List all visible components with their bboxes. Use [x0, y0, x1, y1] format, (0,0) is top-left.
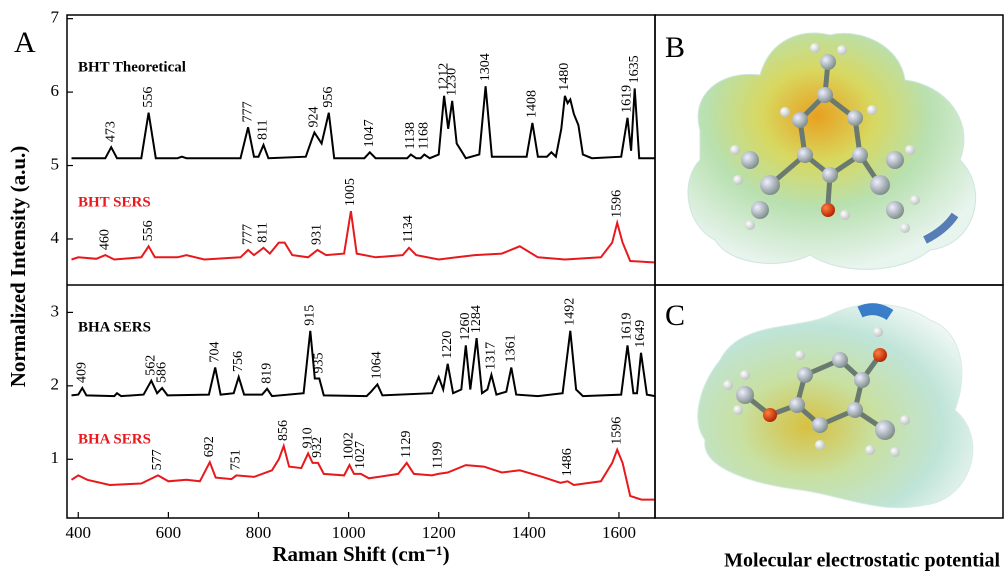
peak-label: 924: [307, 106, 322, 127]
x-tick-label: 1200: [422, 523, 456, 542]
caption: Molecular electrostatic potential: [724, 550, 1000, 572]
x-axis-label: Raman Shift (cm⁻¹): [272, 542, 449, 566]
panel-label: B: [665, 31, 685, 64]
molecule-c: [698, 304, 973, 507]
plot-area: 400 600 800 1000 1200 1400 1600 1 2 3 4 5 6 7 Raman Sh…: [6, 8, 655, 566]
x-tick-label: 1000: [332, 523, 366, 542]
peak-label: 1129: [399, 430, 414, 457]
peak-label: 1134: [401, 215, 416, 242]
peak-label: 1596: [609, 190, 624, 218]
molecule-b: [688, 33, 976, 269]
peak-label: 756: [231, 351, 246, 372]
peak-label: 473: [103, 121, 118, 142]
y-tick-label: 4: [51, 228, 60, 247]
peak-label: 1635: [627, 55, 642, 83]
peak-label: 932: [310, 437, 325, 458]
peak-label: 1408: [525, 90, 540, 118]
peak-label: 751: [229, 449, 244, 470]
x-tick-label: 1600: [602, 523, 636, 542]
peak-label: 1492: [563, 298, 578, 326]
peak-label: 856: [276, 420, 291, 441]
peak-label: 1317: [484, 342, 499, 370]
panel-label: C: [665, 299, 685, 332]
peak-label: 556: [141, 87, 156, 108]
peak-label: 1284: [469, 305, 484, 333]
y-tick-label: 6: [51, 81, 60, 100]
peak-label: 956: [321, 87, 336, 108]
peak-label: 1027: [353, 441, 368, 469]
peak-label: 1064: [370, 351, 385, 379]
y-tick-label: 7: [51, 8, 60, 27]
y-tick-label: 1: [51, 448, 60, 467]
x-tick-label: 600: [156, 523, 182, 542]
figure: 400 600 800 1000 1200 1400 1600 1 2 3 4 5 6 7 Raman Sh…: [0, 0, 1008, 576]
peak-label: 915: [303, 305, 318, 326]
x-tick-label: 800: [246, 523, 272, 542]
panel-label: A: [14, 26, 36, 59]
series-name: BHA SERS: [78, 431, 151, 447]
peak-label: 692: [202, 436, 217, 457]
series-name: BHA SERS: [78, 319, 151, 335]
peak-label: 819: [259, 363, 274, 384]
surface-shade: [860, 309, 890, 315]
peak-label: 556: [141, 220, 156, 241]
spectrum-line: [72, 211, 656, 262]
series-name: BHT Theoretical: [78, 59, 186, 75]
peak-label: 1649: [633, 320, 648, 348]
peak-label: 1220: [440, 331, 455, 359]
peak-label: 704: [207, 341, 222, 362]
y-tick-label: 2: [51, 375, 60, 394]
peak-label: 1361: [503, 334, 518, 362]
peak-label: 1304: [478, 53, 493, 81]
peak-label: 777: [240, 101, 255, 122]
peak-label: 1199: [430, 441, 445, 468]
peak-label: 1230: [444, 68, 459, 96]
peak-label: 1168: [417, 122, 432, 149]
peak-label: 577: [150, 449, 165, 470]
y-tick-label: 3: [51, 301, 60, 320]
peak-label: 811: [256, 222, 271, 242]
series-name: BHT SERS: [78, 194, 151, 210]
peak-label: 931: [310, 224, 325, 245]
peak-label: 586: [154, 362, 169, 383]
y-tick-label: 5: [51, 154, 60, 173]
peak-label: 935: [312, 352, 327, 373]
peak-label: 1480: [557, 63, 572, 91]
peak-label: 811: [256, 119, 271, 139]
x-tick-label: 400: [66, 523, 92, 542]
peak-label: 1619: [620, 85, 635, 113]
peak-label: 777: [240, 224, 255, 245]
peak-label: 409: [75, 362, 90, 383]
peak-label: 1486: [560, 448, 575, 476]
x-tick-label: 1400: [512, 523, 546, 542]
peak-label: 460: [98, 229, 113, 250]
peak-label: 1047: [362, 119, 377, 147]
peak-label: 1596: [609, 417, 624, 445]
y-axis-label: Normalized Intensity (a.u.): [6, 146, 30, 387]
peak-label: 1005: [343, 178, 358, 206]
